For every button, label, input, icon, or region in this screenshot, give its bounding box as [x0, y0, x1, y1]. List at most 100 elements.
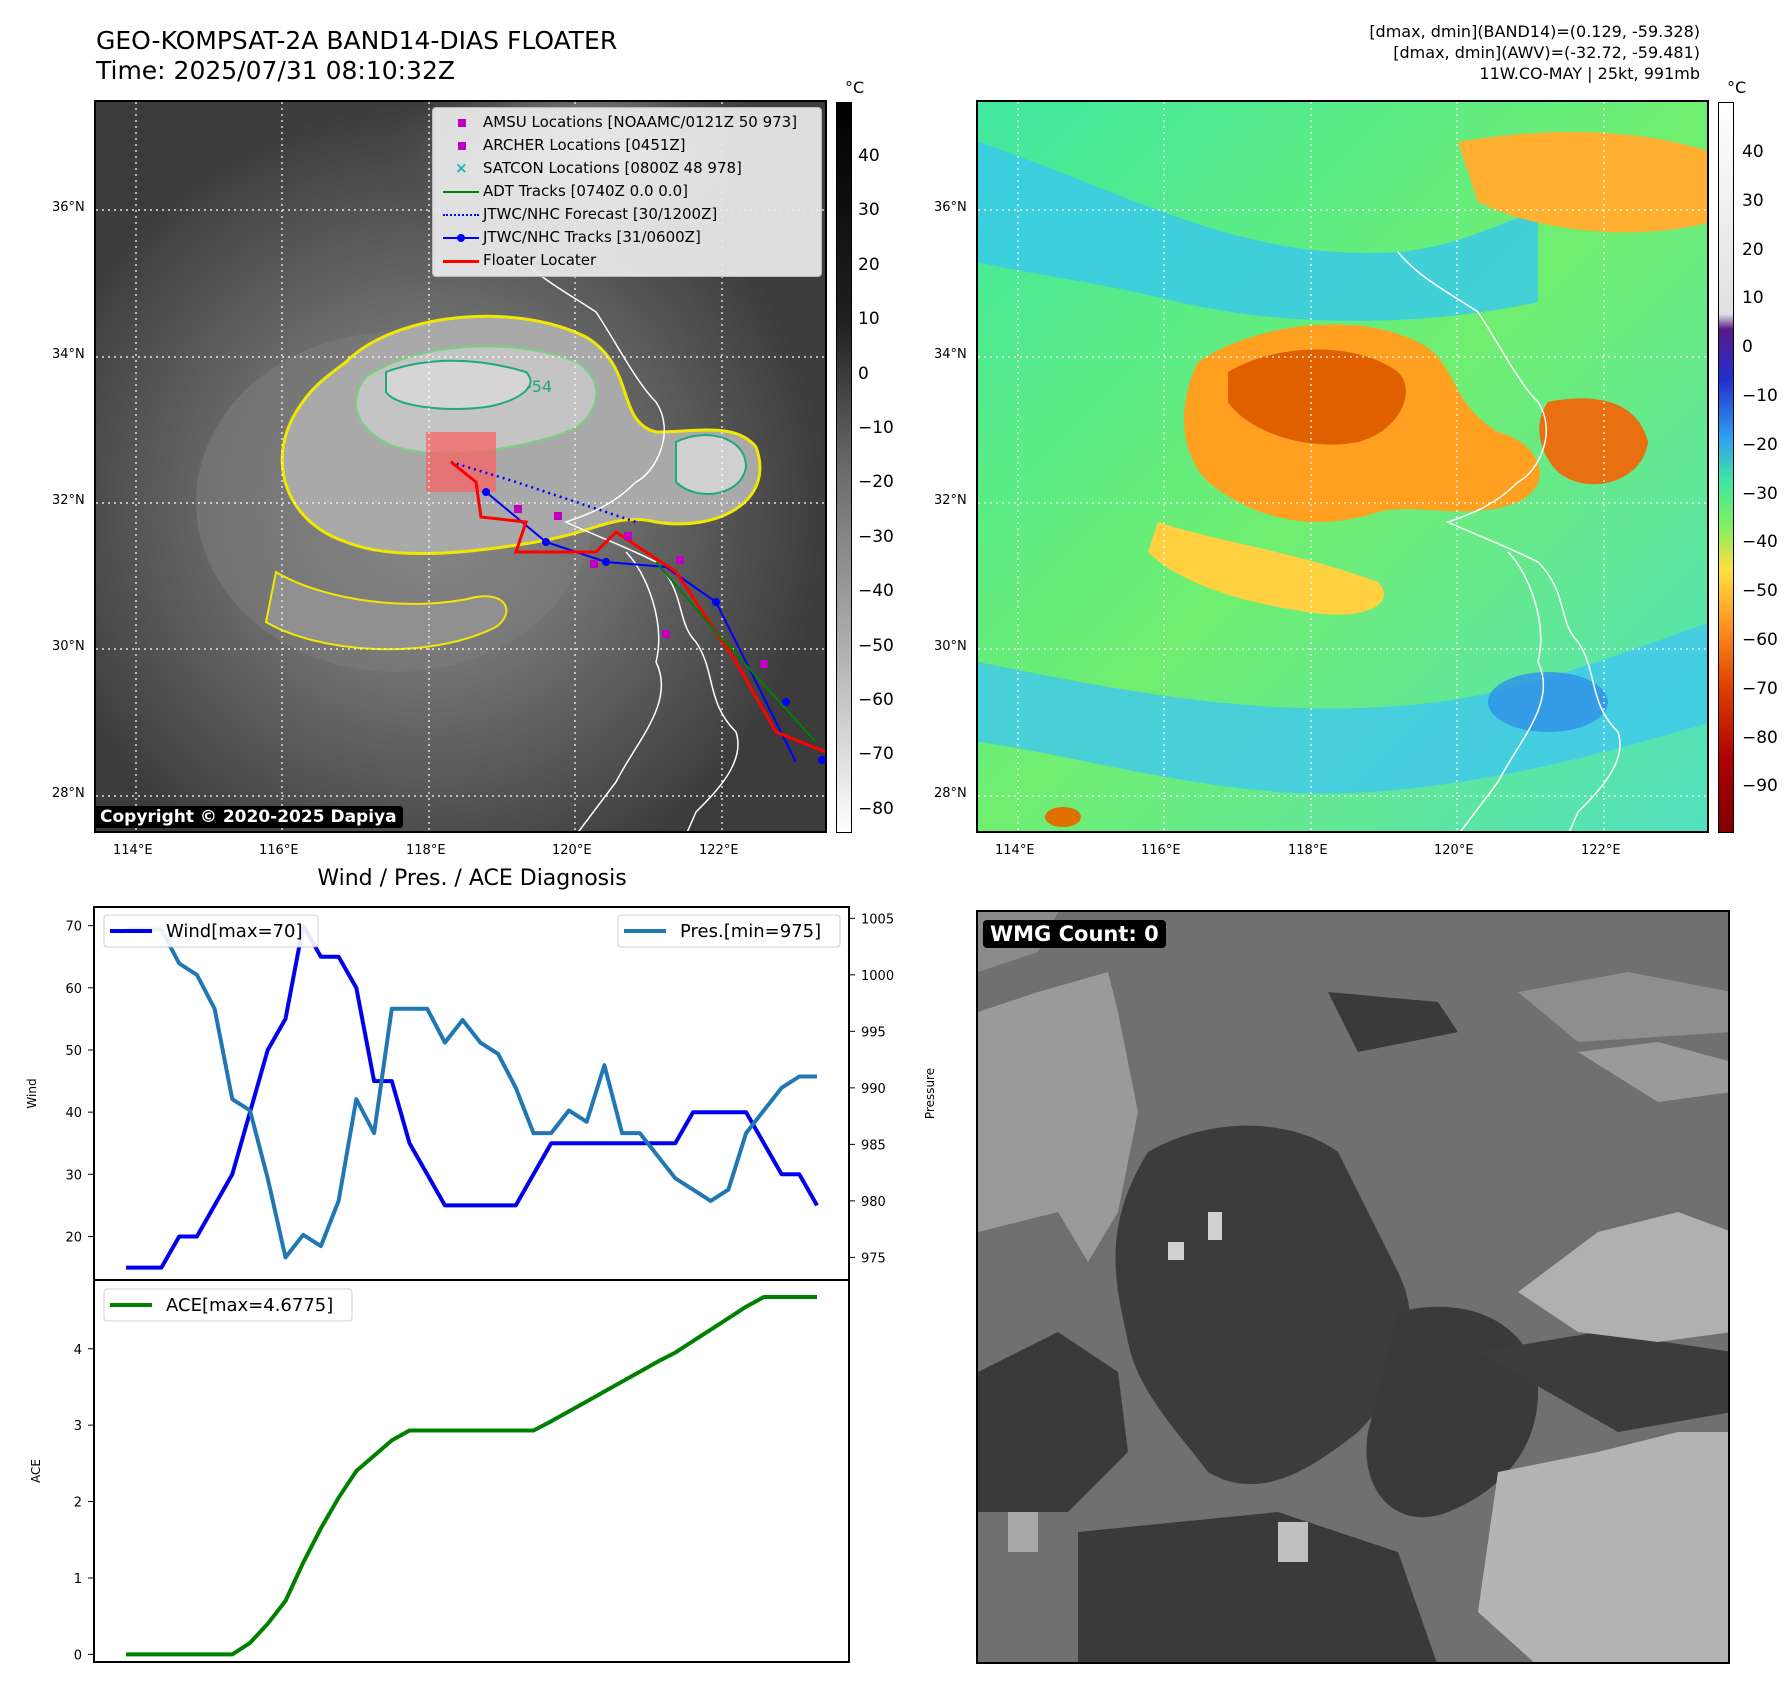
timestamp: Time: 2025/07/31 08:10:32Z: [96, 56, 455, 85]
lon-label: 120°E: [552, 843, 592, 858]
very-cold-contour: [385, 359, 532, 410]
dry-band: [978, 142, 1538, 321]
wv-colorbar-unit: °C: [1727, 78, 1747, 97]
storm-info: 11W.CO-MAY | 25kt, 991mb: [1479, 64, 1700, 83]
wmg-light-region: [1518, 972, 1728, 1042]
moist-region: [1539, 398, 1648, 485]
ir-colorbar-tick: −10: [858, 418, 894, 438]
wv-map-canvas: [978, 102, 1707, 831]
wv-colorbar: [1718, 102, 1734, 833]
adt-track: [655, 561, 817, 743]
wmg-dark-region: [1328, 992, 1458, 1052]
wind-series-line: [126, 923, 819, 1270]
ir-colorbar-tick: −50: [858, 635, 894, 656]
wv-colorbar-tick: −50: [1742, 581, 1778, 602]
wv-colorbar-tick: 40: [1742, 142, 1764, 162]
wmg-map: [976, 910, 1730, 1664]
wv-colorbar-tick: −40: [1742, 532, 1778, 553]
wmg-dark-region: [1078, 1512, 1437, 1662]
jtwc-track-points: [482, 488, 825, 764]
jtwc-forecast-track: [450, 460, 637, 524]
floater-box: [426, 432, 496, 492]
pressure-legend-box: [617, 914, 841, 948]
wind-tick-label: 70: [65, 920, 82, 935]
floater-track: [450, 460, 825, 754]
legend-item-satcon: × SATCON Locations [0800Z 48 978]: [441, 157, 742, 180]
lat-label: 34°N: [52, 347, 85, 362]
wmg-light-region: [978, 972, 1138, 1262]
wmg-canvas: [978, 912, 1728, 1662]
wv-colorbar-tick: 30: [1742, 190, 1764, 211]
moist-region: [1458, 132, 1707, 233]
ir-colorbar-tick: 0: [858, 363, 869, 384]
line-icon: [441, 249, 483, 272]
wv-colorbar-tick: −80: [1742, 727, 1778, 748]
wv-colorbar-tick: −60: [1742, 630, 1778, 650]
pressure-tick-label: 995: [861, 1025, 886, 1040]
wmg-bright-region: [1518, 1212, 1728, 1342]
legend-item-jtwc: JTWC/NHC Tracks [31/0600Z]: [441, 226, 701, 249]
ir-colorbar-tick: −70: [858, 744, 894, 765]
wind-legend-box: [103, 914, 319, 948]
wind-axis-label: Wind: [25, 1078, 39, 1108]
very-cold-contour: [675, 434, 748, 495]
ir-colorbar-unit: °C: [845, 78, 865, 97]
legend-item-adt: ADT Tracks [0740Z 0.0 0.0]: [441, 180, 688, 203]
pressure-tick-label: 1000: [861, 969, 894, 984]
outer-band-contour: [264, 570, 508, 651]
ace-legend-label: ACE[max=4.6775]: [166, 1295, 333, 1316]
contour-label: -54: [526, 377, 552, 396]
wmg-light-region: [1578, 1042, 1728, 1102]
lat-label: 30°N: [934, 639, 967, 654]
ir-colorbar-tick: −30: [858, 526, 894, 547]
moist-core: [1228, 349, 1406, 445]
ir-colorbar-tick: 40: [858, 146, 880, 166]
pressure-tick-label: 1005: [861, 912, 894, 927]
ir-colorbar: [836, 102, 852, 833]
ace-tick-label: 2: [74, 1496, 82, 1511]
line-dot-icon: [441, 226, 483, 249]
lat-label: 28°N: [934, 786, 967, 801]
wmg-light-pixel: [1008, 1512, 1038, 1552]
wind-tick-label: 40: [65, 1106, 82, 1121]
ace-series-line: [126, 1295, 817, 1657]
wmg-dark-region: [1115, 1125, 1411, 1485]
wind-tick-label: 60: [65, 982, 82, 997]
ir-colorbar-tick: −20: [858, 472, 894, 493]
dotted-line-icon: [441, 203, 483, 226]
ir-colorbar-tick: 20: [858, 254, 880, 275]
ace-tick-label: 0: [74, 1648, 82, 1663]
wind-tick-label: 20: [65, 1230, 82, 1245]
wv-gridlines: [978, 102, 1707, 831]
jtwc-track: [485, 491, 797, 763]
lon-label: 114°E: [995, 843, 1035, 858]
ir-colorbar-tick: 10: [858, 309, 880, 330]
diagnosis-title: Wind / Pres. / ACE Diagnosis: [317, 866, 627, 891]
dry-spot: [1488, 672, 1608, 732]
ir-colorbar-tick: −80: [858, 798, 894, 819]
wmg-dark-region: [978, 1332, 1128, 1512]
chart-title: GEO-KOMPSAT-2A BAND14-DIAS FLOATER: [96, 26, 618, 55]
wind-pres-axes-frame: [93, 906, 850, 1281]
pressure-axis-label: Pressure: [923, 1068, 937, 1119]
pressure-tick-label: 985: [861, 1138, 886, 1153]
moist-spot: [1045, 807, 1081, 827]
copyright-badge: Copyright © 2020-2025 Dapiya: [94, 806, 403, 828]
awv-stats: [dmax, dmin](AWV)=(-32.72, -59.481): [1393, 43, 1700, 62]
wv-colorbar-tick: 20: [1742, 239, 1764, 260]
wind-tick-label: 50: [65, 1044, 82, 1059]
pressure-tick-label: 990: [861, 1082, 886, 1097]
pressure-tick-label: 980: [861, 1195, 886, 1210]
line-icon: [441, 180, 483, 203]
legend-item-archer: ARCHER Locations [0451Z]: [441, 134, 686, 157]
dry-band: [978, 623, 1707, 794]
lat-label: 32°N: [52, 493, 85, 508]
wmg-bright-pixel: [1168, 1242, 1184, 1260]
ace-axis-label: ACE: [29, 1459, 43, 1483]
wmg-dark-region: [1478, 1332, 1728, 1432]
ace-tick-label: 1: [74, 1572, 82, 1587]
lon-label: 122°E: [1581, 843, 1621, 858]
lon-label: 120°E: [1434, 843, 1474, 858]
square-marker-icon: [441, 111, 483, 134]
ir-colorbar-tick: −40: [858, 581, 894, 602]
